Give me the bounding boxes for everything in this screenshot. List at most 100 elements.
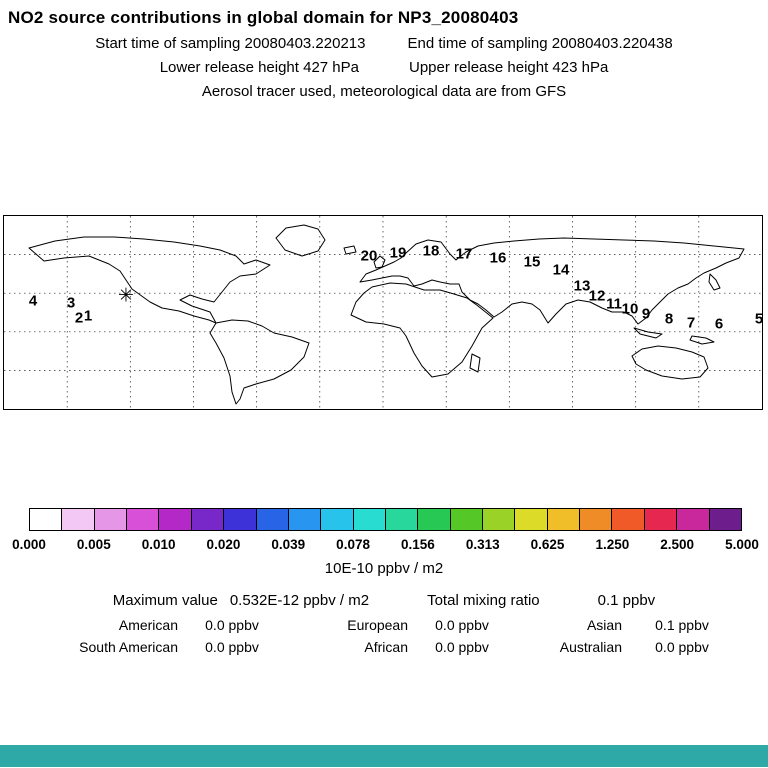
madagascar-outline [469, 353, 481, 373]
trajectory-marker-1: 1 [83, 307, 93, 325]
colorbar-cell [676, 509, 709, 530]
maximum-value: 0.532E-12 ppbv / m2 [229, 592, 370, 609]
colorbar-cell [417, 509, 450, 530]
trajectory-marker-11: 11 [606, 295, 622, 313]
total-mixing-value: 0.1 ppbv [597, 592, 656, 609]
colorbar-ticks: 0.000 0.005 0.010 0.020 0.039 0.078 0.156 0.313… [12, 537, 759, 553]
south-america-outline [209, 319, 310, 405]
trajectory-marker-16: 16 [489, 249, 507, 267]
trajectory-marker-19: 19 [389, 244, 407, 262]
greenland-outline [275, 224, 326, 257]
colorbar-cell [158, 509, 191, 530]
colorbar-tick: 0.156 [401, 537, 435, 552]
region-name: South American [79, 639, 178, 655]
region-name: American [118, 617, 178, 633]
new-guinea-outline [689, 335, 715, 345]
trajectory-marker-7: 7 [686, 314, 696, 332]
colorbar-tick: 0.313 [465, 537, 500, 552]
trajectory-marker-8: 8 [664, 310, 674, 328]
colorbar-cell [384, 509, 418, 530]
sampling-times-line: Start time of sampling 20080403.220213 E… [0, 35, 768, 52]
indonesia-outline [633, 327, 663, 339]
maximum-label: Maximum value [112, 592, 218, 609]
colorbar-tick: 0.039 [271, 537, 306, 552]
colorbar-tick: 0.625 [530, 537, 565, 552]
region-value: 0.1 ppbv [655, 617, 709, 633]
map-marker-layer: 1 2 3 4 5 6 7 8 9 10 11 12 13 14 15 16 17 18 19 20 ✳ [4, 216, 764, 409]
colorbar-cell [643, 509, 677, 530]
colorbar-cell [93, 509, 127, 530]
colorbar-cell [287, 509, 321, 530]
colorbar-tick: 0.010 [141, 537, 176, 552]
colorbar-cell [30, 509, 62, 530]
region-value: 0.0 ppbv [205, 639, 259, 655]
trajectory-marker-4: 4 [28, 292, 38, 310]
trajectory-marker-18: 18 [422, 242, 440, 260]
end-time-text: End time of sampling 20080403.220438 [407, 35, 673, 52]
trajectory-marker-9: 9 [641, 305, 651, 323]
trajectory-marker-10: 10 [621, 300, 639, 318]
total-mixing-label: Total mixing ratio [427, 592, 540, 609]
colorbar-cell [611, 509, 644, 530]
colorbar-tick: 2.500 [660, 537, 695, 552]
australia-outline [631, 345, 709, 380]
colorbar-tick: 0.005 [76, 537, 111, 552]
colorbar-tick: 1.250 [595, 537, 630, 552]
colorbar-cell [514, 509, 547, 530]
world-map-panel: 1 2 3 4 5 6 7 8 9 10 11 12 13 14 15 16 17 18 19 20 ✳ [3, 215, 763, 410]
page-title: NO2 source contributions in global domai… [8, 8, 519, 27]
british-isles-outline [373, 255, 386, 269]
colorbar-tick: 0.078 [336, 537, 370, 552]
trajectory-marker-2: 2 [74, 309, 84, 327]
trajectory-marker-14: 14 [552, 261, 570, 279]
tracer-note-text: Aerosol tracer used, meteorological data… [201, 83, 567, 100]
trajectory-marker-13: 13 [573, 277, 591, 295]
colorbar-cell [223, 509, 256, 530]
coastlines [28, 224, 745, 405]
graticule-meridians [66, 216, 700, 409]
north-america-outline [28, 236, 271, 324]
region-name: African [364, 639, 408, 655]
region-grid: American 0.0 ppbv European 0.0 ppbv Asian 0.1… [28, 617, 742, 655]
summary-stats-line: Maximum value 0.532E-12 ppbv / m2 Total … [0, 592, 768, 609]
colorbar-cell [708, 509, 741, 530]
trajectory-marker-20: 20 [360, 247, 378, 265]
colorbar-cell [352, 509, 385, 530]
region-value: 0.0 ppbv [435, 639, 489, 655]
trajectory-marker-17: 17 [455, 245, 473, 263]
colorbar-cell [320, 509, 353, 530]
colorbar-cell [126, 509, 159, 530]
region-name: Australian [559, 639, 622, 655]
region-value: 0.0 ppbv [435, 617, 489, 633]
region-name: European [347, 617, 408, 633]
header: NO2 source contributions in global domai… [0, 8, 768, 100]
eurasia-outline [359, 237, 745, 325]
upper-release-text: Upper release height 423 hPa [409, 59, 609, 76]
colorbar-cell [61, 509, 94, 530]
colorbar-cell [546, 509, 580, 530]
colorbar-cell [449, 509, 483, 530]
trajectory-marker-3: 3 [66, 294, 76, 312]
release-heights-line: Lower release height 427 hPa Upper relea… [0, 59, 768, 76]
colorbar-cell [579, 509, 612, 530]
colorbar-cell [482, 509, 515, 530]
africa-outline [350, 282, 494, 378]
region-value: 0.0 ppbv [655, 639, 709, 655]
lower-release-text: Lower release height 427 hPa [159, 59, 359, 76]
colorbar-cell [190, 509, 224, 530]
japan-outline [708, 273, 721, 291]
footer-bar [0, 745, 768, 767]
world-map-svg [4, 216, 762, 409]
trajectory-marker-12: 12 [588, 287, 606, 305]
colorbar-unit-label: 10E-10 ppbv / m2 [324, 560, 444, 577]
region-value: 0.0 ppbv [205, 617, 259, 633]
colorbar-cell [255, 509, 288, 530]
source-location-star-icon: ✳ [118, 285, 134, 307]
trajectory-marker-5: 5 [754, 310, 764, 328]
colorbar-tick: 5.000 [725, 537, 759, 552]
start-time-text: Start time of sampling 20080403.220213 [95, 35, 366, 52]
colorbar-tick: 0.020 [206, 537, 241, 552]
colorbar [29, 508, 742, 531]
colorbar-tick: 0.000 [12, 537, 46, 552]
trajectory-marker-15: 15 [523, 253, 541, 271]
